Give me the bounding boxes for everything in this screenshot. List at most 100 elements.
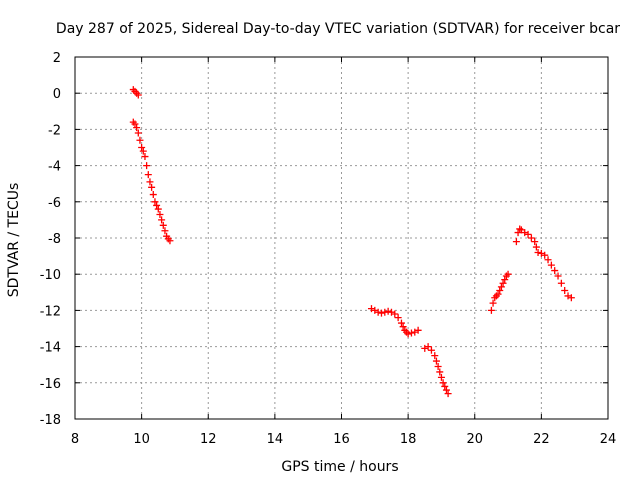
data-point — [531, 238, 539, 246]
data-point — [136, 136, 144, 144]
data-point — [394, 314, 402, 322]
data-point — [527, 234, 535, 242]
x-tick-label: 22 — [533, 432, 550, 447]
data-point — [384, 307, 392, 315]
y-tick-label: -12 — [40, 304, 61, 319]
data-point — [153, 201, 161, 209]
data-point — [442, 386, 450, 394]
data-point — [551, 267, 559, 275]
data-point — [432, 357, 440, 365]
x-tick-label: 14 — [267, 432, 284, 447]
data-point — [407, 329, 415, 337]
data-point — [541, 251, 549, 259]
data-point — [567, 294, 575, 302]
data-point — [532, 243, 540, 251]
data-point — [512, 238, 520, 246]
data-point — [431, 352, 439, 360]
y-tick-label: -8 — [48, 232, 61, 247]
x-tick-label: 10 — [133, 432, 150, 447]
data-point — [489, 299, 497, 307]
y-tick-label: -4 — [48, 160, 61, 175]
data-point — [424, 343, 432, 351]
data-point — [554, 272, 562, 280]
data-point — [381, 308, 389, 316]
data-point — [134, 91, 142, 99]
y-tick-label: 0 — [53, 87, 61, 102]
data-point — [146, 178, 154, 186]
y-axis-label: SDTVAR / TECUs — [6, 183, 22, 298]
data-point — [139, 147, 147, 155]
data-point — [557, 279, 565, 287]
data-point — [374, 308, 382, 316]
data-point — [144, 171, 152, 179]
data-point — [404, 330, 412, 338]
y-tick-label: 2 — [53, 51, 61, 66]
data-point — [534, 248, 542, 256]
data-point — [148, 183, 156, 191]
x-tick-label: 20 — [466, 432, 483, 447]
data-point — [544, 256, 552, 264]
data-point — [133, 124, 141, 132]
data-point — [499, 279, 507, 287]
x-tick-label: 18 — [400, 432, 417, 447]
data-point — [497, 283, 505, 291]
data-point — [391, 310, 399, 318]
data-point — [496, 286, 504, 294]
data-point — [131, 120, 139, 128]
x-axis-ticks: 8 10 12 14 16 18 20 22 24 — [71, 57, 616, 447]
x-tick-label: 16 — [333, 432, 350, 447]
x-tick-label: 12 — [200, 432, 217, 447]
data-point — [141, 153, 149, 161]
data-point — [397, 319, 405, 327]
x-tick-label: 24 — [600, 432, 617, 447]
y-tick-label: -14 — [40, 341, 61, 356]
chart-title: Day 287 of 2025, Sidereal Day-to-day VTE… — [56, 21, 620, 37]
data-point — [158, 216, 166, 224]
data-point — [441, 382, 449, 390]
y-tick-label: -10 — [40, 268, 61, 283]
data-point — [399, 323, 407, 331]
series-seg6 — [512, 225, 575, 302]
y-axis-ticks: 2 0 -2 -4 -6 -8 -10 -12 -14 -16 -18 — [40, 51, 608, 428]
x-axis-label: GPS time / hours — [281, 459, 398, 475]
x-tick-label: 8 — [71, 432, 79, 447]
data-points — [129, 86, 575, 398]
grid — [75, 57, 608, 419]
data-point — [437, 373, 445, 381]
data-point — [494, 290, 502, 298]
series-seg5 — [487, 270, 512, 314]
data-point — [143, 162, 151, 170]
data-point — [444, 390, 452, 398]
y-tick-label: -6 — [48, 196, 61, 211]
data-point — [156, 210, 164, 218]
data-point — [547, 261, 555, 269]
data-point — [161, 227, 169, 235]
data-point — [134, 129, 142, 137]
data-point — [166, 237, 174, 245]
data-point — [504, 270, 512, 278]
data-point — [439, 379, 447, 387]
data-point — [149, 191, 157, 199]
series-seg2 — [129, 118, 174, 245]
data-point — [561, 286, 569, 294]
data-point — [434, 363, 442, 371]
data-point — [377, 309, 385, 317]
y-tick-label: -18 — [40, 413, 61, 428]
data-point — [414, 326, 422, 334]
data-point — [524, 230, 532, 238]
data-point — [487, 306, 495, 314]
series-seg3 — [367, 305, 422, 338]
data-point — [138, 144, 146, 151]
y-tick-label: -2 — [48, 123, 61, 138]
data-point — [501, 276, 509, 284]
series-seg4 — [421, 343, 452, 398]
data-point — [427, 346, 435, 354]
data-point — [151, 198, 159, 206]
series-seg1 — [129, 86, 142, 99]
y-tick-label: -16 — [40, 377, 61, 392]
data-point — [154, 205, 162, 213]
data-point — [436, 368, 444, 376]
data-point — [159, 221, 167, 229]
data-point — [516, 225, 524, 233]
